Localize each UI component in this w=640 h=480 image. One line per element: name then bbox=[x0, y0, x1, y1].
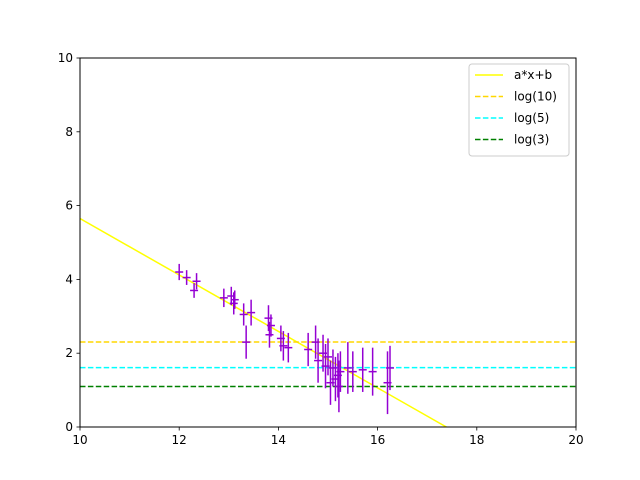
data-point-16 bbox=[284, 332, 293, 363]
data-point-15 bbox=[279, 331, 288, 361]
data-point-19 bbox=[314, 338, 323, 383]
legend-label-0: a*x+b bbox=[514, 68, 552, 82]
y-tick-label-5: 10 bbox=[58, 51, 73, 65]
x-tick-label-0: 10 bbox=[72, 433, 87, 447]
x-tick-label-1: 12 bbox=[172, 433, 187, 447]
legend: a*x+b log(10) log(5) log(3) bbox=[468, 63, 570, 157]
data-point-3 bbox=[192, 273, 201, 290]
data-point-31 bbox=[358, 347, 367, 392]
y-tick-label-0: 0 bbox=[65, 420, 73, 434]
data-point-8 bbox=[239, 303, 248, 326]
x-axis: 10 12 14 16 18 20 bbox=[72, 427, 584, 447]
legend-label-3: log(3) bbox=[514, 133, 549, 147]
y-axis: 0 2 4 6 8 10 bbox=[58, 51, 80, 434]
data-point-32 bbox=[368, 347, 377, 396]
data-point-22 bbox=[324, 338, 332, 376]
y-tick-label-2: 4 bbox=[65, 272, 73, 286]
y-tick-label-1: 2 bbox=[65, 346, 73, 360]
data-point-17 bbox=[304, 332, 313, 367]
legend-box bbox=[468, 63, 570, 157]
data-point-2 bbox=[190, 283, 199, 298]
data-point-27 bbox=[334, 360, 343, 413]
x-tick-label-4: 18 bbox=[469, 433, 484, 447]
legend-label-2: log(5) bbox=[514, 111, 549, 125]
plot-frame bbox=[79, 57, 577, 428]
data-point-13 bbox=[266, 314, 275, 337]
y-tick-label-4: 8 bbox=[65, 125, 73, 139]
data-point-29 bbox=[343, 342, 352, 394]
x-tick-label-2: 14 bbox=[271, 433, 286, 447]
y-tick-label-3: 6 bbox=[65, 199, 73, 213]
data-point-10 bbox=[247, 299, 256, 326]
data-point-4 bbox=[219, 288, 228, 308]
data-point-6 bbox=[229, 292, 238, 315]
data-point-9 bbox=[242, 325, 251, 359]
data-point-34 bbox=[386, 345, 394, 391]
legend-label-1: log(10) bbox=[514, 90, 557, 104]
data-point-0 bbox=[175, 263, 184, 281]
data-point-28 bbox=[336, 351, 345, 392]
data-point-7 bbox=[230, 290, 239, 309]
data-point-30 bbox=[348, 351, 357, 392]
x-tick-label-5: 20 bbox=[568, 433, 583, 447]
data-point-1 bbox=[182, 270, 191, 285]
x-tick-label-3: 16 bbox=[370, 433, 385, 447]
data-layer bbox=[80, 217, 576, 427]
